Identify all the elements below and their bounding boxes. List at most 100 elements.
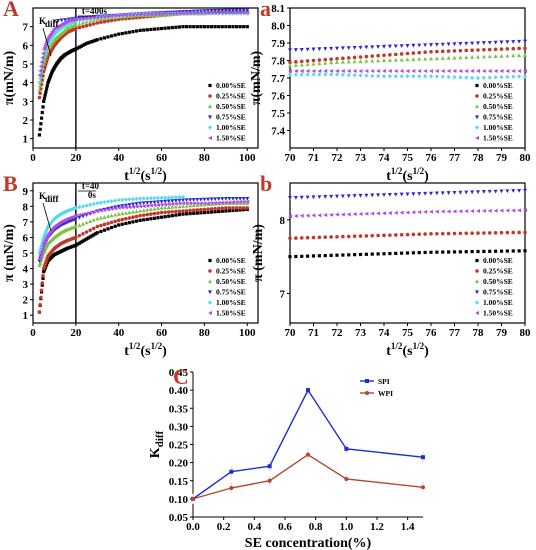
x-tick-label: 80 (199, 327, 211, 339)
data-point (421, 485, 425, 490)
x-axis-label: t1/2(s1/2) (386, 341, 429, 359)
data-point (127, 197, 132, 202)
time-annotation: t=400s (82, 6, 108, 16)
data-point (388, 233, 392, 237)
data-point (106, 214, 110, 219)
kdiff-pointer (42, 27, 52, 57)
x-axis-label-part: ) (162, 169, 167, 184)
data-point (156, 203, 160, 208)
data-point (77, 21, 82, 26)
data-point (476, 54, 480, 59)
data-point (120, 211, 125, 216)
data-point (376, 69, 381, 73)
data-point (376, 73, 381, 79)
legend-marker (475, 125, 479, 130)
data-point (42, 270, 46, 274)
x-tick-label: 73 (355, 152, 367, 164)
data-point (487, 75, 492, 80)
kdiff-annotation: K (39, 191, 46, 201)
data-point (149, 27, 153, 32)
data-point (40, 281, 45, 285)
data-point (220, 197, 225, 201)
data-point (288, 60, 292, 65)
data-point (335, 253, 339, 257)
data-point (181, 25, 185, 29)
data-point (493, 231, 498, 235)
y-axis-label-sub: diff (154, 430, 166, 447)
data-point (423, 74, 428, 79)
y-axis-label: Kdiff (148, 430, 166, 458)
data-point (482, 249, 486, 254)
data-point (95, 38, 99, 42)
data-point (141, 12, 146, 17)
data-point (234, 8, 239, 13)
data-point (393, 233, 398, 237)
data-point (39, 122, 43, 126)
data-point (38, 83, 43, 88)
legend-marker (208, 125, 212, 130)
data-point (335, 212, 339, 217)
data-point (142, 218, 146, 222)
data-point (335, 72, 339, 77)
data-point (77, 45, 82, 49)
data-point (505, 249, 509, 253)
y-tick-label: 0.45 (169, 367, 189, 379)
data-point (311, 58, 316, 63)
data-point (400, 251, 404, 255)
data-point (156, 216, 160, 220)
data-point (91, 22, 96, 26)
data-point (523, 39, 527, 44)
y-tick-label: 0.05 (169, 512, 189, 524)
data-point (317, 235, 322, 240)
data-point (84, 41, 89, 46)
legend-marker (475, 104, 479, 109)
data-point (470, 55, 475, 59)
data-point (213, 10, 218, 15)
data-point (88, 15, 93, 20)
data-point (99, 223, 103, 228)
plot-frame (32, 7, 259, 149)
legend-label: 0.00%SE (216, 256, 246, 265)
data-point (329, 69, 334, 73)
data-point (476, 41, 480, 46)
data-point (227, 209, 232, 213)
data-point (299, 72, 304, 77)
data-point (188, 25, 192, 29)
data-point (206, 9, 210, 13)
data-point (523, 249, 527, 253)
x-tick-label: 74 (379, 327, 391, 339)
legend-marker (208, 269, 212, 273)
data-point (358, 45, 363, 50)
data-point (95, 15, 100, 20)
data-point (370, 45, 375, 50)
data-point (464, 250, 468, 254)
data-point (341, 234, 345, 239)
data-point (376, 233, 380, 238)
data-point (181, 209, 185, 213)
data-point (238, 199, 243, 204)
data-point (116, 211, 121, 216)
data-point (358, 55, 363, 59)
data-point (50, 35, 55, 40)
data-point (41, 274, 45, 278)
x-axis-label-part: t (386, 344, 391, 359)
data-point (434, 69, 439, 73)
x-tick-label: 1.0 (339, 521, 353, 533)
legend-marker (475, 83, 479, 88)
x-axis-label: SE concentration(%) (245, 536, 372, 550)
data-point (188, 201, 193, 206)
data-point (98, 208, 103, 213)
y-tick-label: 4 (23, 78, 29, 90)
data-point (245, 199, 250, 204)
data-point (299, 62, 304, 67)
data-point (88, 235, 92, 239)
data-point (399, 210, 404, 215)
data-point (198, 202, 203, 207)
legend-label: 0.75%SE (216, 288, 246, 297)
data-point (116, 218, 121, 223)
data-point (299, 213, 304, 218)
data-point (423, 232, 427, 236)
data-point (238, 196, 243, 201)
data-point (170, 209, 175, 214)
data-point (458, 75, 463, 80)
